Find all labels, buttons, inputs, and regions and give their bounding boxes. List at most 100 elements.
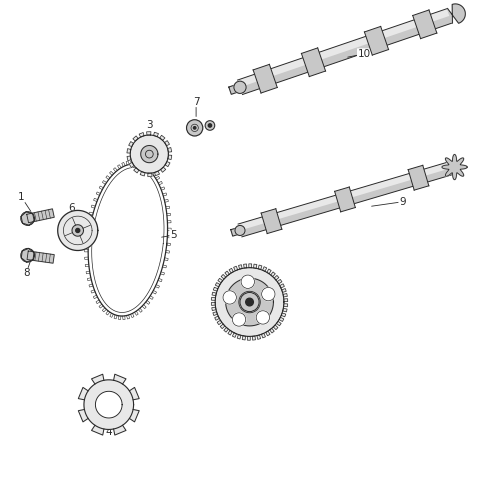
Polygon shape [211, 297, 216, 300]
Circle shape [239, 291, 260, 313]
Polygon shape [58, 210, 98, 251]
Polygon shape [282, 288, 286, 292]
Circle shape [232, 313, 246, 326]
Polygon shape [280, 284, 284, 288]
Polygon shape [232, 333, 237, 337]
Polygon shape [231, 227, 241, 236]
Polygon shape [84, 380, 133, 430]
Polygon shape [283, 294, 288, 297]
Polygon shape [244, 264, 247, 268]
Polygon shape [140, 171, 145, 176]
Polygon shape [284, 299, 288, 301]
Circle shape [205, 120, 215, 130]
Polygon shape [225, 271, 229, 276]
Text: 6: 6 [69, 203, 75, 213]
Polygon shape [266, 331, 270, 336]
Polygon shape [301, 48, 325, 77]
Text: 2: 2 [257, 268, 264, 278]
Polygon shape [276, 321, 281, 326]
Polygon shape [215, 268, 284, 336]
Polygon shape [239, 265, 242, 269]
Polygon shape [154, 132, 158, 137]
Polygon shape [78, 409, 88, 422]
Polygon shape [215, 316, 219, 320]
Polygon shape [408, 165, 429, 190]
Circle shape [187, 120, 203, 136]
Polygon shape [228, 330, 232, 335]
Polygon shape [165, 141, 169, 146]
Text: 7: 7 [193, 96, 199, 107]
Polygon shape [261, 209, 282, 234]
Circle shape [21, 248, 35, 262]
Polygon shape [129, 162, 134, 168]
Circle shape [208, 124, 212, 127]
Circle shape [235, 226, 245, 236]
Polygon shape [130, 387, 139, 400]
Polygon shape [139, 132, 144, 137]
Text: 4: 4 [106, 427, 112, 437]
Polygon shape [27, 209, 54, 223]
Polygon shape [165, 162, 170, 167]
Polygon shape [238, 162, 452, 237]
Polygon shape [242, 336, 246, 340]
Text: 9: 9 [399, 197, 406, 207]
Polygon shape [72, 225, 84, 236]
Polygon shape [221, 275, 226, 279]
Polygon shape [148, 173, 152, 177]
Polygon shape [211, 302, 216, 305]
Polygon shape [279, 317, 284, 322]
Polygon shape [212, 292, 216, 296]
Polygon shape [127, 156, 131, 161]
Polygon shape [129, 142, 133, 146]
Polygon shape [229, 84, 241, 94]
Polygon shape [257, 335, 261, 339]
Text: 8: 8 [23, 268, 29, 278]
Polygon shape [247, 336, 250, 340]
Polygon shape [284, 304, 288, 307]
Polygon shape [78, 387, 88, 400]
Polygon shape [133, 136, 138, 141]
Polygon shape [447, 4, 465, 23]
Polygon shape [271, 272, 275, 276]
Polygon shape [229, 268, 233, 273]
Circle shape [240, 292, 259, 312]
Polygon shape [146, 132, 151, 135]
Polygon shape [270, 328, 274, 333]
Polygon shape [263, 267, 267, 271]
Polygon shape [226, 278, 274, 326]
Polygon shape [168, 155, 172, 159]
Polygon shape [130, 409, 139, 422]
Circle shape [234, 81, 246, 94]
Polygon shape [216, 283, 220, 287]
Polygon shape [274, 276, 279, 280]
Polygon shape [258, 265, 262, 270]
Polygon shape [364, 26, 388, 55]
Polygon shape [240, 16, 453, 95]
Polygon shape [92, 374, 104, 384]
Polygon shape [253, 64, 277, 93]
Polygon shape [237, 335, 241, 339]
Polygon shape [281, 313, 286, 317]
Polygon shape [413, 10, 437, 38]
Circle shape [262, 288, 275, 301]
Circle shape [256, 311, 270, 324]
Polygon shape [249, 264, 252, 268]
Polygon shape [155, 171, 159, 176]
Polygon shape [96, 391, 122, 418]
Circle shape [76, 228, 80, 232]
Polygon shape [262, 333, 265, 338]
Text: 5: 5 [170, 230, 177, 240]
Circle shape [223, 291, 236, 304]
Text: 10: 10 [358, 49, 371, 59]
Polygon shape [238, 9, 453, 95]
Polygon shape [335, 187, 355, 212]
Circle shape [246, 298, 253, 306]
Polygon shape [27, 251, 54, 263]
Polygon shape [127, 149, 131, 153]
Polygon shape [253, 264, 257, 268]
Polygon shape [218, 278, 223, 283]
Polygon shape [273, 325, 278, 330]
Polygon shape [92, 425, 104, 435]
Polygon shape [114, 374, 126, 384]
Polygon shape [141, 145, 158, 163]
